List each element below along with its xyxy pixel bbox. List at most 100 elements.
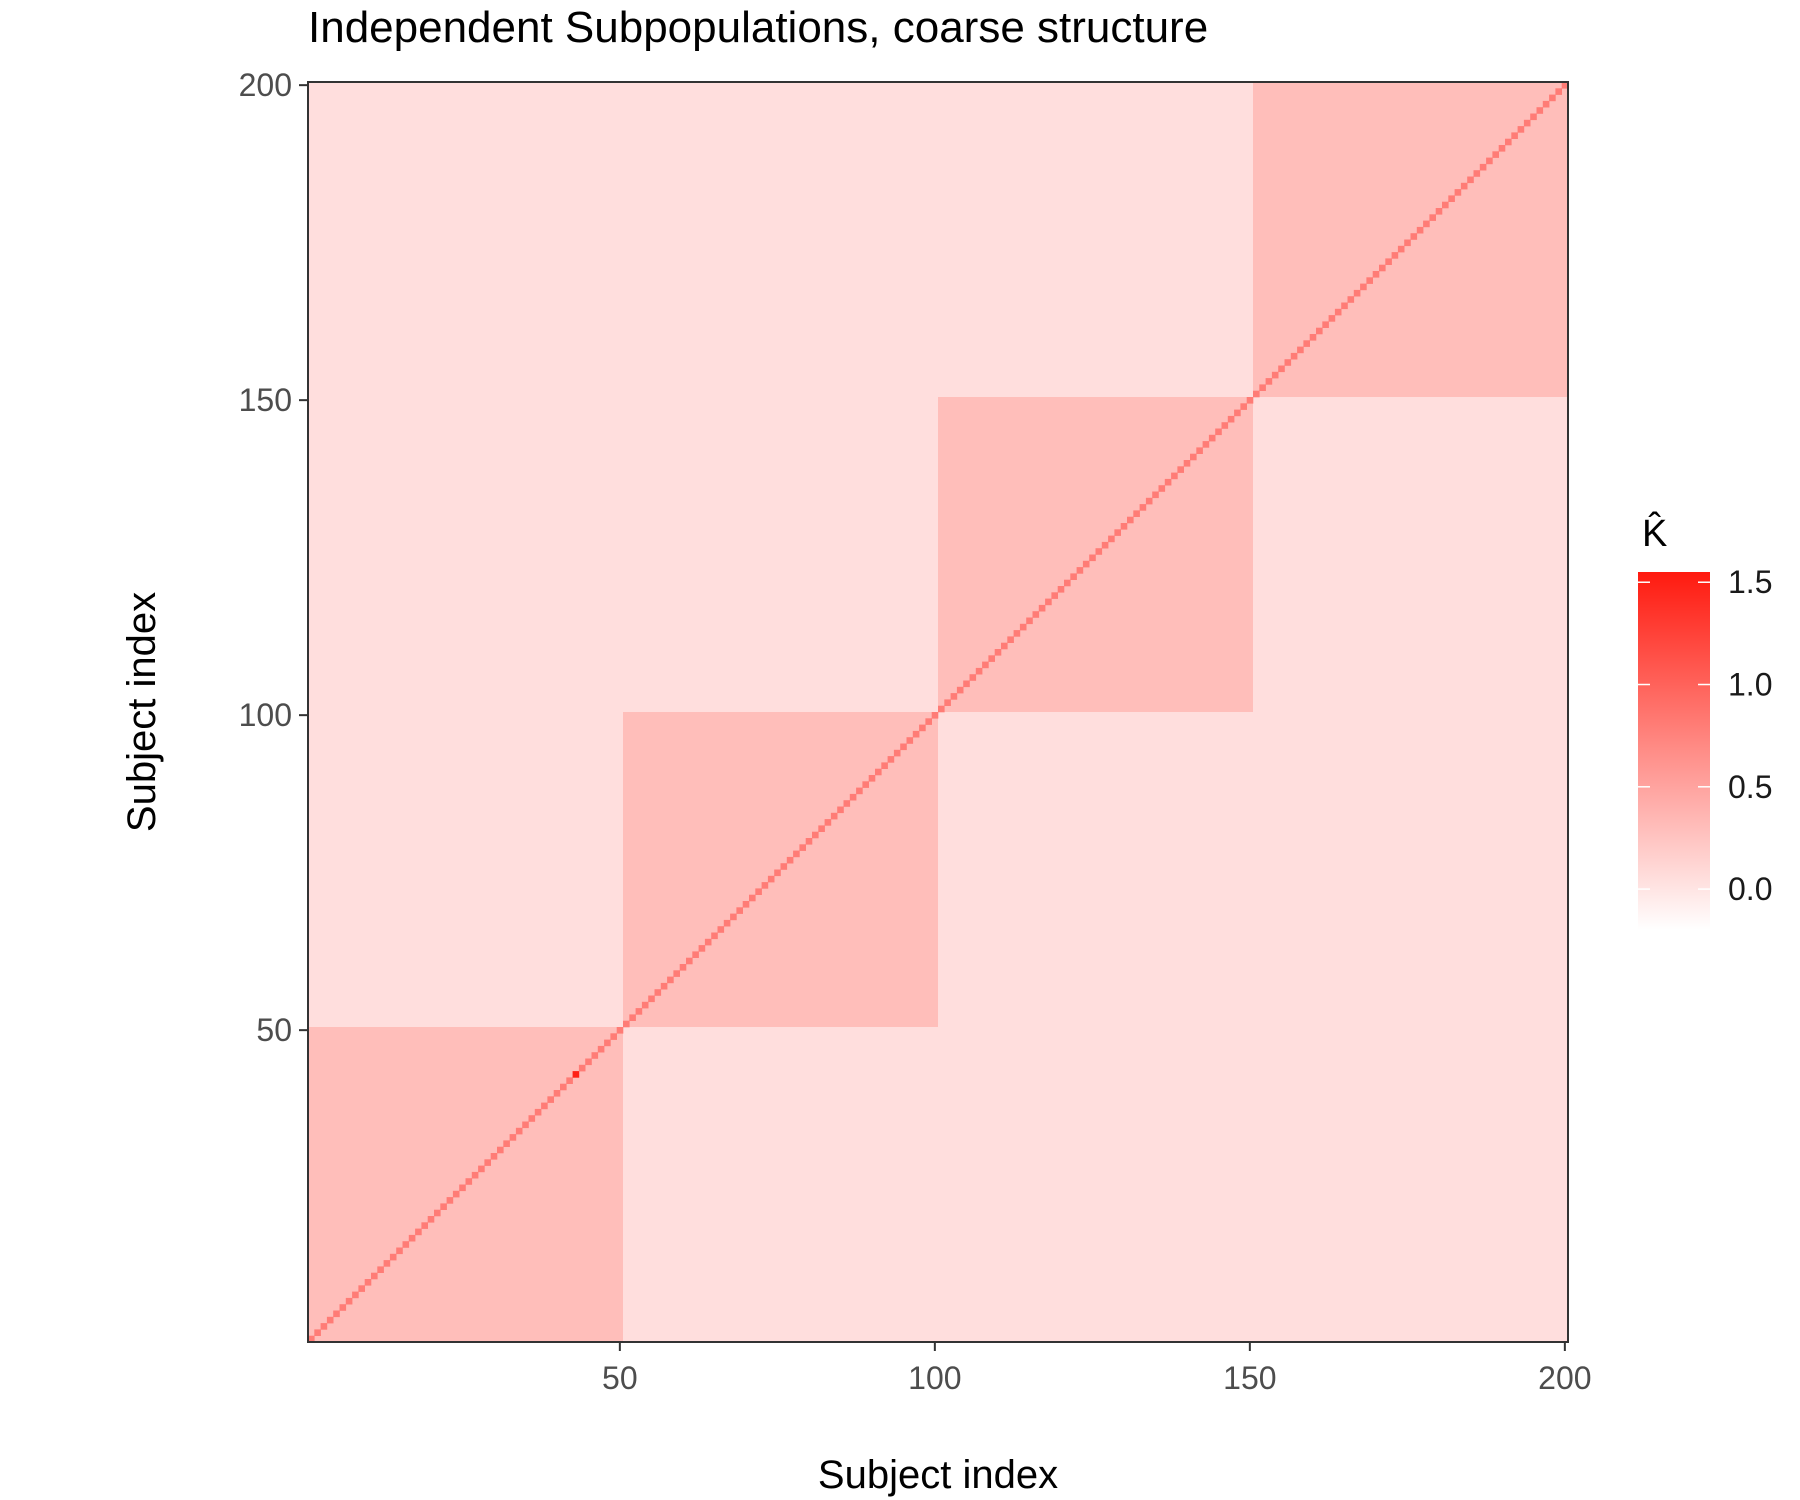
diagonal-cell [862, 781, 869, 788]
diagonal-cell [1007, 636, 1014, 643]
diagonal-cell [1278, 365, 1285, 373]
diagonal-cell [345, 1297, 353, 1305]
diagonal-cell [767, 875, 775, 883]
diagonal-cell [717, 926, 725, 933]
diagonal-cell [314, 1329, 321, 1336]
diagonal-cell [1322, 321, 1329, 328]
diagonal-cell [490, 1153, 498, 1160]
diagonal-cell [692, 951, 699, 958]
diagonal-cell [465, 1178, 473, 1185]
diagonal-cell [1271, 371, 1279, 379]
diagonal-cell [616, 1027, 624, 1034]
diagonal-cell [761, 882, 769, 889]
diagonal-cell [383, 1260, 391, 1267]
diagonal-cell [893, 749, 901, 757]
diagonal-cell [1208, 434, 1216, 442]
diagonal-cell [364, 1279, 372, 1286]
diagonal-cell [1082, 560, 1090, 568]
diagonal-cell [1404, 239, 1411, 247]
diagonal-cell [1460, 182, 1468, 190]
diagonal-cell [1498, 145, 1506, 152]
diagonal-cell [415, 1228, 422, 1236]
diagonal-cell [679, 964, 687, 971]
diagonal-cell [1158, 485, 1166, 492]
diagonal-cell [1511, 132, 1518, 139]
diagonal-cell [1183, 460, 1191, 467]
legend-tick-label: 0.0 [1728, 871, 1772, 907]
x-axis: 50 100 150 200 [602, 1342, 1592, 1396]
y-axis: 50 100 150 200 [239, 67, 308, 1048]
diagonal-cell [837, 806, 844, 814]
diagonal-cell [534, 1108, 542, 1116]
diagonal-cell [1385, 258, 1392, 265]
diagonal-cell [1442, 201, 1449, 209]
diagonal-cell [578, 1064, 586, 1072]
diagonal-cell [1051, 592, 1058, 599]
diagonal-cell [1429, 214, 1436, 221]
diagonal-cell [956, 686, 964, 694]
diagonal-cell [377, 1266, 384, 1273]
diagonal-cell [849, 793, 857, 801]
diagonal-cell [950, 693, 958, 700]
x-tick-label: 100 [908, 1360, 961, 1396]
diagonal-cell [1328, 315, 1336, 322]
legend-tick-label: 1.5 [1728, 564, 1772, 600]
diagonal-cell [1473, 170, 1481, 177]
diagonal-cell [1057, 586, 1065, 593]
diagonal-cell [1366, 277, 1373, 284]
diagonal-cell [358, 1285, 365, 1292]
diagonal-cell [824, 819, 832, 826]
x-tick-label: 50 [602, 1360, 638, 1396]
diagonal-cell [1561, 82, 1569, 89]
y-tick-label: 200 [239, 67, 292, 103]
x-tick-label: 200 [1538, 1360, 1591, 1396]
diagonal-cell [421, 1222, 428, 1229]
diagonal-cell [1486, 157, 1493, 165]
diagonal-cell [1549, 94, 1556, 102]
diagonal-cell [478, 1165, 485, 1173]
diagonal-cell [931, 712, 939, 719]
diagonal-cell [597, 1045, 605, 1053]
diagonal-cell [471, 1171, 479, 1179]
diagonal-cell [484, 1159, 491, 1166]
diagonal-cell [1360, 283, 1367, 291]
diagonal-cell [1227, 415, 1235, 423]
diagonal-cell [786, 856, 794, 864]
diagonal-cell [660, 982, 668, 990]
diagonal-cell [1353, 289, 1361, 297]
diagonal-cell [730, 913, 737, 921]
diagonal-cell [944, 699, 951, 706]
diagonal-cell [497, 1146, 504, 1154]
diagonal-cell [1423, 220, 1430, 228]
diagonal-cell [440, 1203, 447, 1210]
diagonal-cell [541, 1102, 548, 1110]
diagonal-cell [938, 705, 945, 713]
diagonal-cell [1410, 233, 1418, 240]
diagonal-cell [1416, 226, 1424, 234]
diagonal-cell [1372, 271, 1380, 278]
diagonal-cell [1095, 548, 1103, 555]
diagonal-cell [641, 1001, 649, 1009]
diagonal-cell [686, 957, 693, 965]
diagonal-cell [1240, 403, 1247, 410]
diagonal-cell [925, 718, 932, 725]
diagonal-cell [560, 1083, 567, 1091]
y-tick-label: 150 [239, 382, 292, 418]
diagonal-cell [648, 995, 655, 1003]
diagonal-cell [1454, 189, 1462, 196]
legend-tick-label: 0.5 [1728, 769, 1772, 805]
diagonal-cell [1347, 296, 1355, 303]
diagonal-cell [830, 812, 838, 820]
diagonal-cell [396, 1247, 403, 1255]
diagonal-cell [1001, 642, 1008, 650]
diagonal-cell [805, 838, 813, 845]
diagonal-cell [1127, 516, 1134, 524]
diagonal-cell [1101, 541, 1109, 549]
diagonal-cell [723, 919, 731, 927]
diagonal-cell [1290, 352, 1298, 360]
diagonal-cell [1303, 340, 1310, 347]
diagonal-cell [793, 850, 800, 858]
diagonal-cell [572, 1071, 580, 1078]
diagonal-cell [875, 768, 882, 776]
diagonal-cell [629, 1014, 636, 1021]
